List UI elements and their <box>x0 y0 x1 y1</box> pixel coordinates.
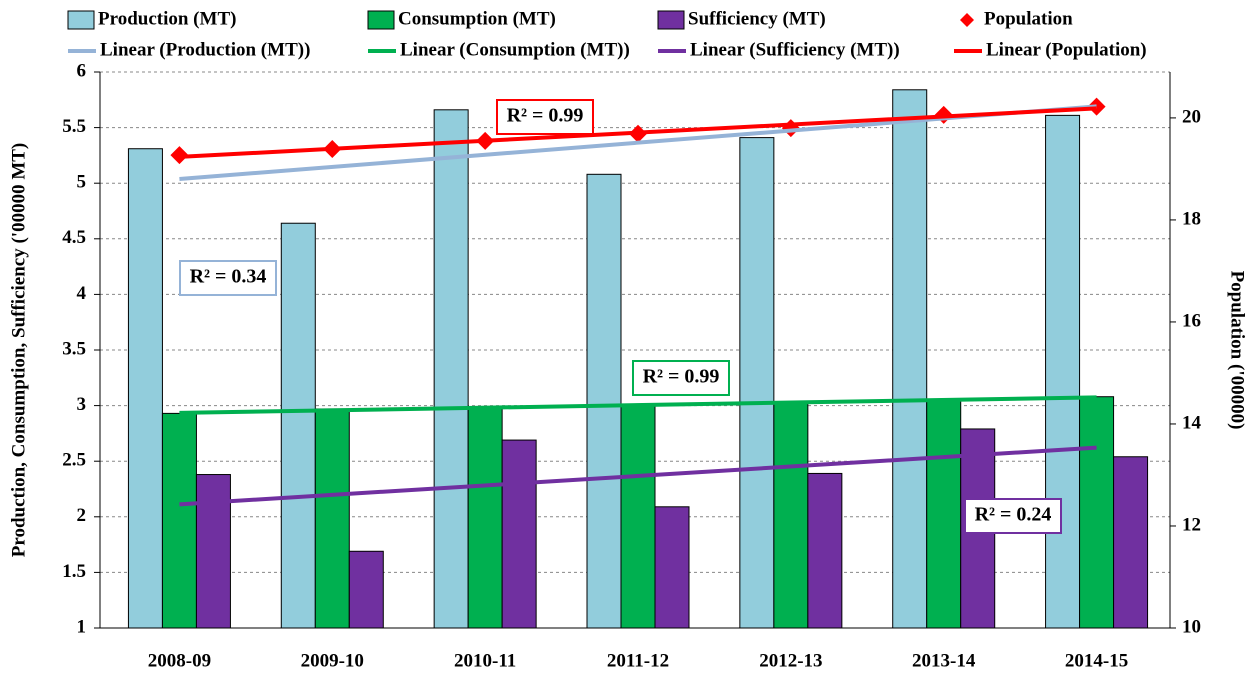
x-tick-label: 2009-10 <box>301 650 364 671</box>
r2-label: R² = 0.34 <box>190 266 267 288</box>
bar <box>892 89 928 629</box>
bar <box>433 109 469 629</box>
y-tick-label: 4 <box>77 283 87 304</box>
x-tick-label: 2011-12 <box>607 650 669 671</box>
legend-label: Sufficiency (MT) <box>688 8 826 29</box>
legend-swatch <box>367 10 395 30</box>
trendline <box>179 104 1097 182</box>
y-axis-title: Production, Consumption, Sufficiency ('0… <box>8 143 29 558</box>
y-tick-label: 5 <box>77 172 87 193</box>
y-tick-label: 1.5 <box>62 561 86 582</box>
r2-box <box>964 498 1062 534</box>
y-tick-label: 4.5 <box>62 227 86 248</box>
x-tick-label: 2013-14 <box>912 650 976 671</box>
r2-label: R² = 0.99 <box>643 366 720 388</box>
y-tick-label: 3 <box>77 394 87 415</box>
trendline <box>179 445 1097 507</box>
r2-box <box>632 360 730 396</box>
legend-swatch <box>67 10 95 30</box>
bar <box>654 506 690 629</box>
bar <box>926 399 962 629</box>
r2-label: R² = 0.24 <box>975 504 1052 526</box>
legend-label: Consumption (MT) <box>398 8 556 29</box>
r2-label: R² = 0.99 <box>507 105 584 127</box>
legend-swatch <box>657 10 685 30</box>
r2-box <box>496 99 594 135</box>
bar <box>1045 114 1081 629</box>
r2-box <box>179 260 277 296</box>
bar <box>501 439 537 629</box>
y-tick-label: 1 <box>77 616 87 637</box>
legend-label: Linear (Consumption (MT)) <box>400 39 630 60</box>
bar <box>195 474 231 629</box>
x-tick-label: 2010-11 <box>454 650 516 671</box>
y2-tick-label: 18 <box>1182 208 1201 229</box>
trendline <box>179 106 1097 159</box>
bar <box>620 405 656 629</box>
legend-label: Linear (Production (MT)) <box>100 39 310 60</box>
y2-tick-label: 12 <box>1182 514 1201 535</box>
bar <box>467 407 503 629</box>
bar <box>1079 396 1115 629</box>
y2-tick-label: 10 <box>1182 616 1201 637</box>
bar <box>807 472 843 629</box>
bar <box>348 550 384 629</box>
bar <box>314 408 350 629</box>
y-tick-label: 3.5 <box>62 338 86 359</box>
y-tick-label: 2 <box>77 505 87 526</box>
bar <box>127 148 163 629</box>
legend-swatch <box>960 13 974 27</box>
x-tick-label: 2012-13 <box>759 650 822 671</box>
bar <box>773 402 809 629</box>
y2-tick-label: 20 <box>1182 106 1201 127</box>
legend-label: Population <box>984 8 1073 29</box>
y-tick-label: 6 <box>77 60 87 81</box>
bar <box>280 222 316 629</box>
y-tick-label: 2.5 <box>62 450 86 471</box>
bar <box>739 137 775 629</box>
bar <box>161 412 197 629</box>
x-tick-label: 2008-09 <box>148 650 211 671</box>
x-tick-label: 2014-15 <box>1065 650 1128 671</box>
y2-axis-title: Population ('00000) <box>1227 271 1248 430</box>
y2-tick-label: 14 <box>1182 412 1202 433</box>
bar <box>586 173 622 629</box>
legend-label: Linear (Sufficiency (MT)) <box>690 39 900 60</box>
legend-label: Linear (Population) <box>986 39 1147 60</box>
legend-label: Production (MT) <box>98 8 236 29</box>
trendline <box>179 395 1097 415</box>
y2-tick-label: 16 <box>1182 310 1201 331</box>
y-tick-label: 5.5 <box>62 116 86 137</box>
bar <box>1113 456 1149 629</box>
